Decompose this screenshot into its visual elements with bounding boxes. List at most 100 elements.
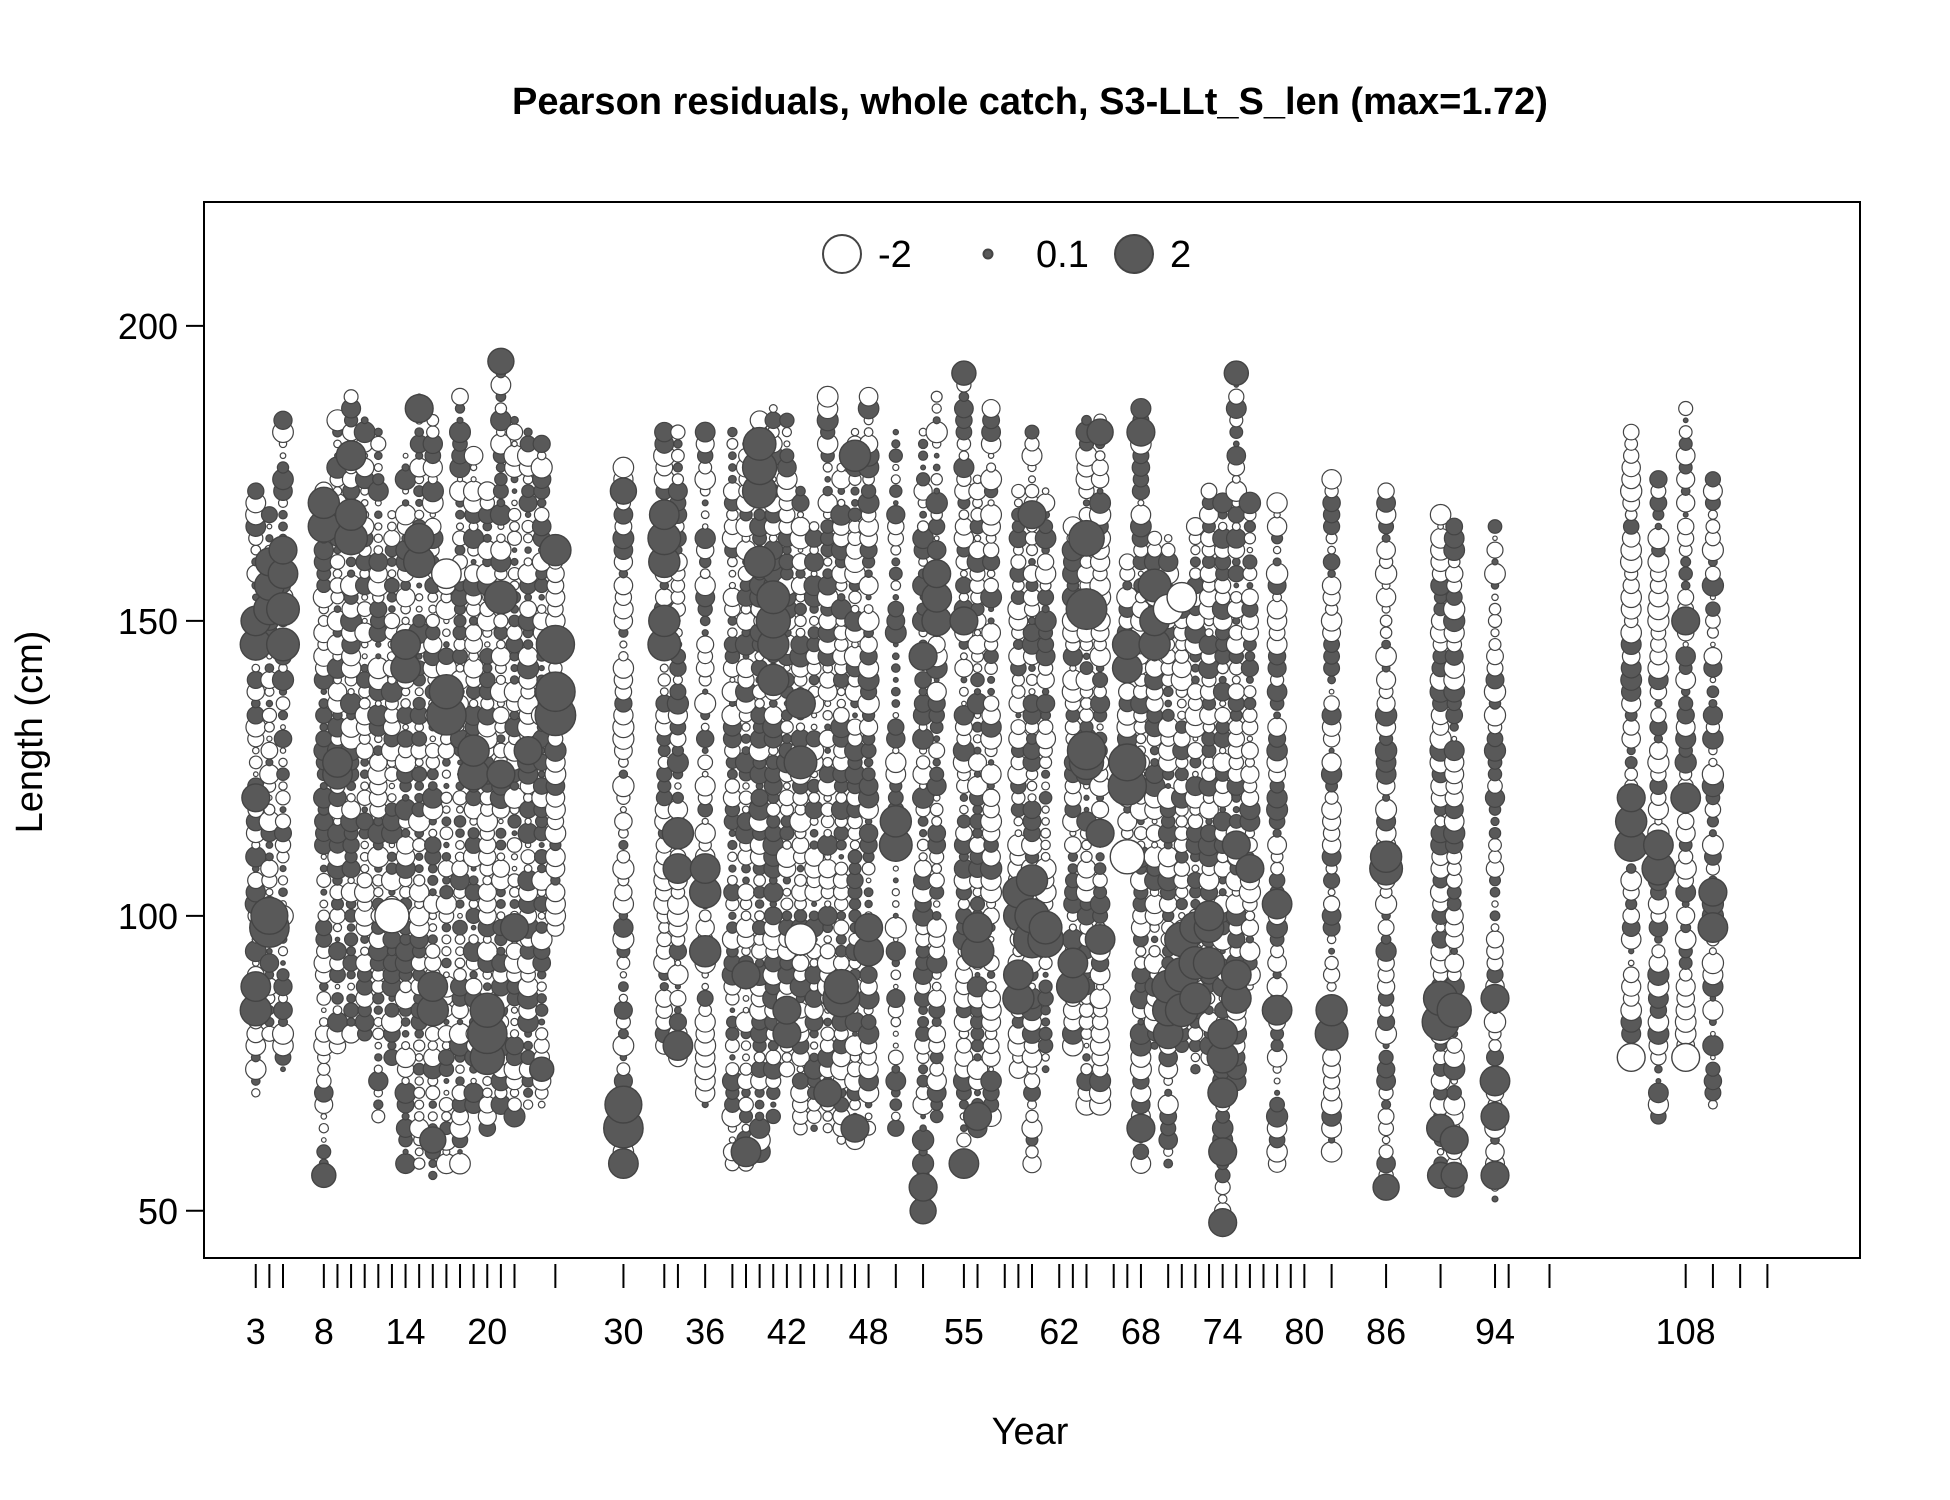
positive-residual-point bbox=[495, 839, 507, 851]
positive-residual-point bbox=[860, 1014, 877, 1030]
negative-residual-point bbox=[1624, 767, 1639, 782]
positive-residual-point bbox=[1095, 852, 1105, 862]
negative-residual-point bbox=[1707, 509, 1719, 520]
negative-residual-point bbox=[1327, 545, 1337, 555]
negative-residual-point bbox=[694, 692, 717, 715]
negative-residual-point bbox=[251, 663, 261, 673]
positive-residual-point bbox=[765, 1108, 781, 1125]
positive-residual-point bbox=[468, 875, 479, 886]
positive-residual-point bbox=[1655, 1078, 1662, 1084]
legend-label: -2 bbox=[878, 234, 912, 276]
negative-residual-point bbox=[816, 385, 839, 408]
positive-residual-point bbox=[1702, 705, 1724, 726]
negative-residual-point bbox=[1675, 493, 1696, 513]
negative-residual-point bbox=[343, 389, 359, 405]
positive-residual-point bbox=[1240, 658, 1260, 678]
negative-residual-point bbox=[1190, 1052, 1201, 1063]
positive-residual-point bbox=[319, 722, 329, 732]
negative-residual-point bbox=[441, 1111, 452, 1122]
positive-residual-point bbox=[265, 534, 274, 543]
negative-residual-point bbox=[1228, 388, 1245, 405]
negative-residual-point bbox=[958, 686, 969, 697]
positive-residual-point bbox=[277, 710, 289, 721]
negative-residual-point bbox=[1375, 669, 1397, 691]
positive-residual-point bbox=[835, 839, 847, 851]
positive-residual-point bbox=[1647, 1082, 1669, 1104]
negative-residual-point bbox=[427, 1111, 438, 1122]
negative-residual-point bbox=[1703, 646, 1723, 666]
positive-residual-point bbox=[264, 852, 274, 862]
positive-residual-point bbox=[673, 439, 683, 449]
positive-residual-point bbox=[613, 1000, 633, 1020]
negative-residual-point bbox=[929, 802, 944, 817]
negative-residual-point bbox=[1200, 482, 1218, 500]
positive-residual-point bbox=[793, 909, 808, 923]
negative-residual-point bbox=[481, 1087, 493, 1099]
negative-residual-point bbox=[316, 991, 332, 1006]
positive-residual-point bbox=[838, 853, 845, 860]
positive-residual-point bbox=[453, 614, 467, 628]
positive-residual-point bbox=[1081, 414, 1092, 426]
negative-residual-point bbox=[318, 1017, 329, 1027]
negative-residual-point bbox=[506, 624, 523, 641]
positive-residual-point bbox=[375, 653, 382, 660]
negative-residual-point bbox=[810, 723, 818, 731]
negative-residual-point bbox=[613, 575, 634, 596]
negative-residual-point bbox=[374, 898, 410, 934]
legend: -2 0.1 2 bbox=[822, 234, 1191, 276]
positive-residual-point bbox=[917, 1015, 930, 1029]
positive-residual-point bbox=[279, 864, 287, 873]
positive-residual-point bbox=[427, 934, 438, 945]
positive-residual-point bbox=[522, 639, 534, 650]
negative-residual-point bbox=[1041, 781, 1051, 791]
negative-residual-point bbox=[1041, 817, 1050, 826]
negative-residual-point bbox=[414, 1076, 424, 1086]
positive-residual-point bbox=[962, 912, 993, 944]
negative-residual-point bbox=[1010, 719, 1027, 736]
negative-residual-point bbox=[374, 522, 383, 531]
positive-residual-point bbox=[888, 448, 903, 463]
positive-residual-point bbox=[908, 1172, 938, 1202]
negative-residual-point bbox=[496, 911, 506, 921]
y-tick-label: 200 bbox=[118, 306, 178, 347]
positive-residual-point bbox=[847, 849, 863, 865]
negative-residual-point bbox=[987, 499, 995, 507]
positive-residual-point bbox=[1214, 1167, 1231, 1184]
positive-residual-point bbox=[727, 615, 738, 626]
positive-residual-point bbox=[1670, 782, 1702, 814]
positive-residual-point bbox=[265, 758, 274, 767]
negative-residual-point bbox=[616, 956, 631, 970]
negative-residual-point bbox=[849, 839, 861, 851]
positive-residual-point bbox=[973, 770, 982, 778]
positive-residual-point bbox=[1122, 580, 1133, 591]
negative-residual-point bbox=[415, 605, 423, 613]
positive-residual-point bbox=[920, 464, 927, 471]
negative-residual-point bbox=[959, 569, 968, 578]
x-tick-label: 8 bbox=[314, 1311, 334, 1352]
positive-residual-point bbox=[427, 863, 438, 874]
negative-residual-point bbox=[442, 805, 451, 814]
negative-residual-point bbox=[1091, 800, 1110, 819]
negative-residual-point bbox=[415, 593, 424, 602]
positive-residual-point bbox=[1086, 418, 1114, 446]
positive-residual-point bbox=[742, 426, 777, 461]
positive-residual-point bbox=[443, 782, 450, 790]
negative-residual-point bbox=[887, 1049, 904, 1066]
positive-residual-point bbox=[822, 485, 833, 497]
negative-residual-point bbox=[449, 1152, 471, 1175]
negative-residual-point bbox=[1040, 851, 1051, 862]
negative-residual-point bbox=[891, 900, 900, 908]
positive-residual-point bbox=[648, 499, 680, 531]
negative-residual-point bbox=[1246, 546, 1254, 554]
negative-residual-point bbox=[782, 840, 792, 850]
positive-residual-point bbox=[403, 522, 435, 554]
positive-residual-point bbox=[852, 712, 858, 719]
positive-residual-point bbox=[1165, 783, 1172, 789]
positive-residual-point bbox=[1042, 971, 1049, 978]
positive-residual-point bbox=[972, 827, 983, 839]
positive-residual-point bbox=[859, 965, 878, 984]
positive-residual-point bbox=[401, 793, 410, 802]
negative-residual-point bbox=[1484, 562, 1506, 585]
negative-residual-point bbox=[491, 859, 511, 878]
